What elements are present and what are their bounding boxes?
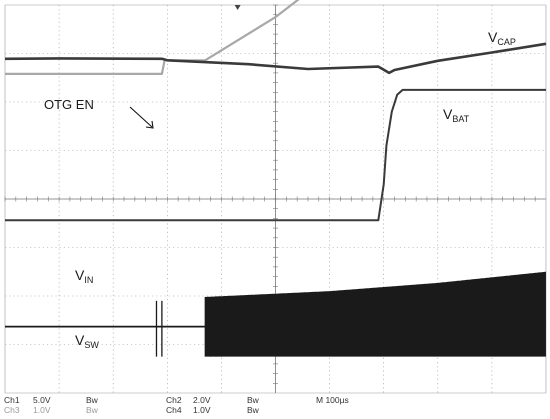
annotation-otg-en: OTG EN (44, 97, 94, 112)
status-ch2-scale: 2.0V (193, 395, 211, 405)
status-bar: Ch1 5.0V Bw Ch2 2.0V Bw M 100µs Ch3 1.0V… (4, 395, 349, 415)
trace-vsw-switching (204, 271, 546, 357)
status-ch4: Ch4 (166, 405, 182, 415)
annotation-arrow-head (145, 120, 154, 129)
series-label-vin-main: V (75, 267, 85, 283)
annotation-arrow-shaft (129, 106, 153, 128)
status-ch2-bw: Bw (247, 395, 260, 405)
status-ch2: Ch2 (166, 395, 182, 405)
series-label-vcap-main: V (488, 29, 498, 45)
annotation-arrow (129, 106, 154, 129)
graticule (4, 4, 547, 394)
series-label-vbat-sub: BAT (452, 114, 469, 124)
status-ch3-scale: 1.0V (33, 405, 51, 415)
trigger-marker (234, 5, 241, 10)
status-ch1-scale: 5.0V (33, 395, 51, 405)
trace-vbat (4, 42, 547, 75)
series-label-vsw: VSW (75, 332, 99, 350)
labels: OTG EN VCAP VBAT VIN VSW (44, 29, 516, 350)
traces (4, 0, 547, 357)
status-ch1-bw: Bw (86, 395, 99, 405)
status-timebase: M 100µs (316, 395, 349, 405)
series-label-vbat-main: V (443, 106, 453, 122)
status-ch4-bw: Bw (247, 405, 260, 415)
series-label-vbat: VBAT (443, 106, 470, 124)
status-ch3: Ch3 (4, 405, 20, 415)
series-label-vsw-main: V (75, 332, 85, 348)
status-ch3-bw: Bw (86, 405, 99, 415)
status-ch4-scale: 1.0V (193, 405, 211, 415)
series-label-vin-sub: IN (84, 275, 93, 285)
status-ch1: Ch1 (4, 395, 20, 405)
series-label-vin: VIN (75, 267, 93, 285)
series-label-vcap-sub: CAP (497, 37, 516, 47)
trace-vin (5, 88, 546, 222)
trace-vcap (5, 0, 300, 76)
series-label-vsw-sub: SW (84, 340, 99, 350)
series-label-vcap: VCAP (488, 29, 516, 47)
